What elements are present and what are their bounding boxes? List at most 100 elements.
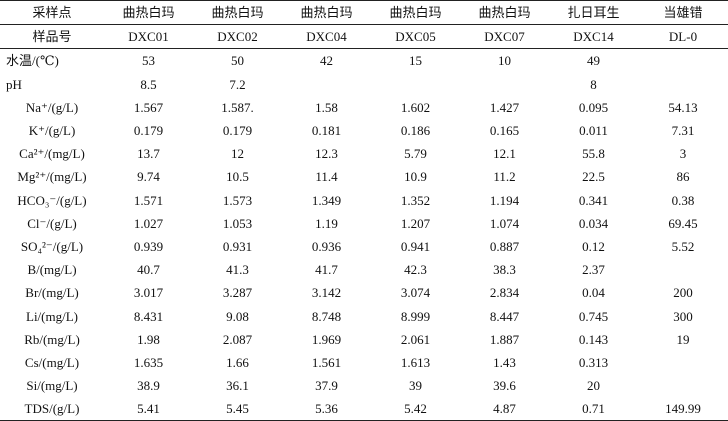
value-cell: 5.52 (671, 238, 695, 254)
parameter-label: B/(mg/L) (27, 262, 77, 278)
value-cell: 7.31 (671, 123, 695, 139)
parameter-label: Cl⁻/(g/L) (27, 215, 77, 231)
parameter-label: Rb/(mg/L) (24, 331, 80, 347)
value-cell (460, 73, 549, 96)
parameter-label: Na⁺/(g/L) (25, 99, 79, 115)
table-row: Rb/(mg/L) 1.98 2.087 1.969 2.061 1.887 0.143 19 (0, 328, 728, 351)
value-cell: 149.99 (638, 397, 728, 421)
value-cell: 1.349 (311, 192, 342, 208)
value-cell: 8.5 (140, 76, 157, 92)
value-cell: 1.207 (400, 215, 431, 231)
value-cell: 12.1 (493, 146, 516, 162)
header-cell: 采样点 (0, 0, 104, 26)
parameter-label: HCO₃⁻/(g/L) (17, 192, 87, 208)
parameter-label: Li/(mg/L) (26, 308, 78, 324)
value-cell (638, 351, 728, 374)
value-cell: 5.36 (282, 397, 371, 421)
sample-id-cell: DXC07 (460, 24, 549, 50)
header-cell: 扎日耳生 (549, 0, 638, 26)
value-cell: 69.45 (668, 215, 698, 231)
value-cell: 8.431 (133, 308, 164, 324)
value-cell: 1.58 (315, 99, 338, 115)
header-cell: 曲热白玛 (282, 0, 371, 26)
value-cell: 38.9 (137, 378, 160, 394)
value-cell: 0.341 (578, 192, 609, 208)
value-cell: 15 (409, 53, 422, 69)
value-cell: 86 (676, 169, 690, 185)
header-cell: 曲热白玛 (193, 0, 282, 26)
value-cell: 1.074 (489, 215, 520, 231)
value-cell: 7.2 (229, 76, 246, 92)
sample-id-cell: 样品号 (0, 24, 104, 50)
value-cell: 9.08 (226, 308, 249, 324)
value-cell: 2.834 (489, 285, 520, 301)
sample-id-cell: DL-0 (638, 24, 728, 50)
value-cell: 1.194 (489, 192, 520, 208)
table-row: pH 8.5 7.2 8 (0, 73, 728, 96)
value-cell: 1.571 (133, 192, 164, 208)
value-cell: 50 (231, 53, 244, 69)
sample-id-cell: DXC01 (104, 24, 193, 50)
value-cell: 41.3 (226, 262, 249, 278)
value-cell: 0.095 (578, 99, 609, 115)
value-cell: 36.1 (226, 378, 249, 394)
value-cell: 1.567 (133, 99, 164, 115)
value-cell: 1.98 (137, 331, 160, 347)
value-cell: 1.613 (400, 354, 431, 370)
value-cell: 55.8 (582, 146, 605, 162)
value-cell: 0.71 (549, 397, 638, 421)
value-cell: 37.9 (315, 378, 338, 394)
sample-id-cell: DXC05 (371, 24, 460, 50)
value-cell: 54.13 (668, 99, 698, 115)
parameter-label: Br/(mg/L) (25, 285, 79, 301)
table-row: Si/(mg/L) 38.9 36.1 37.9 39 39.6 20 (0, 374, 728, 397)
value-cell: 11.2 (493, 169, 516, 185)
table-row: TDS/(g/L) 5.41 5.45 5.36 5.42 4.87 0.71 149.99 (0, 397, 728, 421)
value-cell: 2.087 (222, 331, 253, 347)
table-row: K⁺/(g/L) 0.179 0.179 0.181 0.186 0.165 0.011 7.… (0, 119, 728, 142)
value-cell: 0.034 (578, 215, 609, 231)
value-cell: 1.561 (311, 354, 342, 370)
value-cell: 9.74 (137, 169, 160, 185)
value-cell: 5.42 (371, 397, 460, 421)
value-cell: 0.939 (133, 238, 164, 254)
value-cell: 42.3 (404, 262, 427, 278)
value-cell: 5.45 (193, 397, 282, 421)
value-cell: 0.313 (578, 354, 609, 370)
header-cell: 曲热白玛 (460, 0, 549, 26)
value-cell: 3 (679, 146, 687, 162)
header-cell: 当雄错 (638, 0, 728, 26)
value-cell: 0.04 (582, 285, 605, 301)
value-cell: 1.602 (400, 99, 431, 115)
value-cell: 1.969 (311, 331, 342, 347)
value-cell: 1.19 (315, 215, 338, 231)
sample-id-cell: DXC02 (193, 24, 282, 50)
value-cell: 1.887 (489, 331, 520, 347)
value-cell: 12 (231, 146, 244, 162)
value-cell: 300 (673, 308, 693, 324)
value-cell: 1.053 (222, 215, 253, 231)
value-cell: 0.181 (311, 123, 342, 139)
header-cell: 曲热白玛 (104, 0, 193, 26)
table-row: Ca²⁺/(mg/L) 13.7 12 12.3 5.79 12.1 55.8 3 (0, 142, 728, 165)
value-cell: 0.186 (400, 123, 431, 139)
table-row: Li/(mg/L) 8.431 9.08 8.748 8.999 8.447 0.745 30… (0, 304, 728, 327)
value-cell: 10.9 (404, 169, 427, 185)
value-cell (638, 73, 728, 96)
value-cell: 39 (409, 378, 422, 394)
value-cell (282, 73, 371, 96)
table-row: Br/(mg/L) 3.017 3.287 3.142 3.074 2.834 0.04 20… (0, 281, 728, 304)
table-row: Cs/(mg/L) 1.635 1.66 1.561 1.613 1.43 0.313 (0, 351, 728, 374)
value-cell (638, 258, 728, 281)
value-cell: 1.587. (221, 99, 254, 115)
value-cell: 10 (498, 53, 511, 69)
value-cell: 3.287 (222, 285, 253, 301)
header-cell: 曲热白玛 (371, 0, 460, 26)
value-cell: 0.931 (222, 238, 253, 254)
table-row: Mg²⁺/(mg/L) 9.74 10.5 11.4 10.9 11.2 22.5 86 (0, 165, 728, 188)
value-cell: 1.66 (226, 354, 249, 370)
value-cell: 12.3 (315, 146, 338, 162)
value-cell: 3.142 (311, 285, 342, 301)
value-cell: 53 (142, 53, 155, 69)
